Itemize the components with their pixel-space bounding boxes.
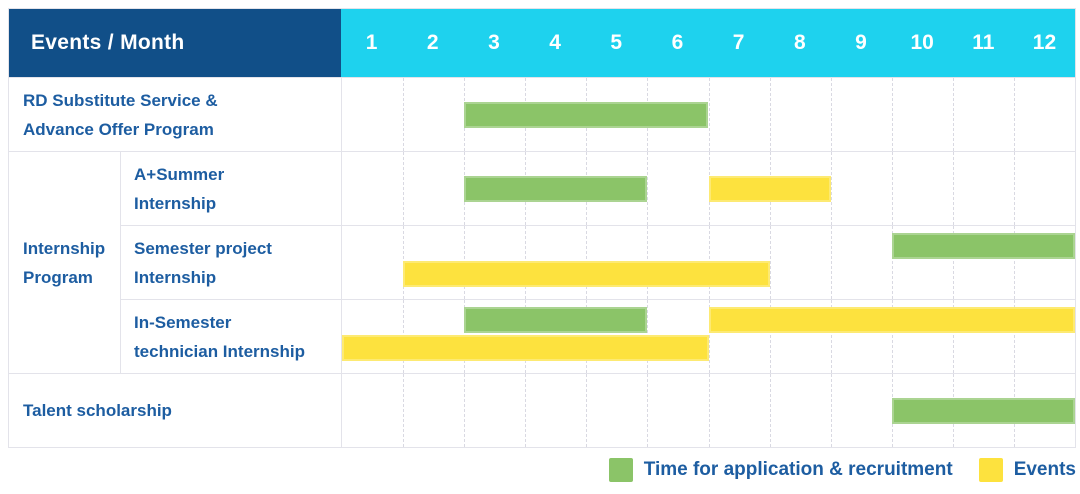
table-row: RD Substitute Service & Advance Offer Pro…: [9, 77, 1075, 151]
month-gridline: [830, 300, 832, 373]
month-gridline: [891, 300, 893, 373]
gantt-bar-green: [891, 232, 1075, 259]
row-label: In-Semester technician Internship: [121, 300, 341, 373]
month-header-6: 6: [671, 31, 684, 54]
row-label: A+Summer Internship: [121, 152, 341, 225]
month-gridline: [403, 152, 405, 225]
month-gridline: [891, 152, 893, 225]
gantt-bar-yellow: [342, 334, 709, 361]
gantt-bar-green: [464, 101, 709, 128]
legend-label: Events: [1013, 459, 1076, 480]
month-gridline: [1013, 300, 1015, 373]
legend-item-green: Time for application & recruitment: [608, 458, 953, 482]
month-header-3: 3: [488, 31, 500, 54]
month-gridline: [1013, 152, 1015, 225]
legend-label: Time for application & recruitment: [643, 459, 953, 480]
month-header-5: 5: [610, 31, 623, 54]
table-header-row: Events / Month 1 2 3 4 5 6 7 8 9 10 11 12: [9, 9, 1075, 77]
month-gridline: [769, 374, 771, 447]
month-gridline: [830, 152, 832, 225]
month-gridline: [952, 78, 954, 151]
month-gridline: [708, 300, 710, 373]
row-label-line: Advance Offer Program: [23, 119, 214, 139]
row-chart-area: [341, 78, 1075, 151]
month-gridline: [952, 226, 954, 299]
row-label-line: A+Summer: [134, 164, 225, 184]
table-body: RD Substitute Service & Advance Offer Pro…: [9, 77, 1075, 447]
month-gridline: [952, 300, 954, 373]
month-gridline: [647, 152, 649, 225]
month-header-1: 1: [365, 31, 378, 54]
month-gridline: [403, 78, 405, 151]
table-row: Semester project Internship: [121, 225, 1075, 299]
events-month-header-cell: Events / Month: [9, 9, 341, 77]
row-chart-area: [341, 152, 1075, 225]
group-row-internship-program: Internship Program A+Summer Internship Semes…: [9, 151, 1075, 373]
row-label: RD Substitute Service & Advance Offer Pro…: [9, 78, 341, 151]
row-label: Talent scholarship: [9, 374, 341, 447]
month-gridline: [1013, 226, 1015, 299]
month-gridline: [769, 226, 771, 299]
month-gridline: [830, 226, 832, 299]
month-gridline: [891, 226, 893, 299]
gantt-bar-yellow: [708, 306, 1075, 333]
legend-swatch-green: [608, 458, 633, 482]
gantt-bar-green: [464, 175, 648, 202]
month-header-2: 2: [426, 31, 439, 54]
table-row: In-Semester technician Internship: [121, 299, 1075, 373]
month-header-7: 7: [732, 31, 745, 54]
table-row: A+Summer Internship: [121, 152, 1075, 225]
row-chart-area: [341, 226, 1075, 299]
row-label-line: Internship: [134, 193, 217, 213]
month-gridline: [830, 374, 832, 447]
month-header-11: 11: [972, 31, 995, 54]
month-gridline: [952, 152, 954, 225]
gantt-bar-green: [891, 397, 1075, 424]
table-row: Talent scholarship: [9, 373, 1075, 447]
month-gridline: [891, 78, 893, 151]
gantt-bar-green: [464, 306, 648, 333]
group-subrows: A+Summer Internship Semester project Intern…: [121, 152, 1075, 373]
group-label: Internship Program: [9, 152, 121, 373]
month-gridline: [769, 300, 771, 373]
row-label-line: technician Internship: [134, 341, 305, 361]
months-header-strip: 1 2 3 4 5 6 7 8 9 10 11 12: [341, 9, 1075, 77]
gantt-bar-yellow: [708, 175, 831, 202]
month-gridline: [647, 374, 649, 447]
month-header-10: 10: [910, 31, 934, 54]
month-gridline: [525, 374, 527, 447]
row-label-line: Internship: [134, 267, 217, 287]
month-header-12: 12: [1032, 31, 1057, 54]
row-label-line: RD Substitute Service &: [23, 90, 218, 110]
month-gridline: [586, 374, 588, 447]
row-label-line: Talent scholarship: [23, 401, 172, 420]
legend-item-yellow: Events: [978, 458, 1076, 482]
row-chart-area: [341, 300, 1075, 373]
row-label-line: Semester project: [134, 238, 272, 258]
row-label-line: Internship: [23, 238, 106, 258]
month-header-9: 9: [855, 31, 867, 54]
month-gridline: [464, 374, 466, 447]
row-chart-area: [341, 374, 1075, 447]
month-header-8: 8: [793, 31, 806, 54]
legend-swatch-yellow: [978, 458, 1003, 482]
row-label-line: Program: [23, 267, 93, 287]
month-gridline: [708, 78, 710, 151]
gantt-bar-yellow: [403, 260, 770, 287]
month-header-4: 4: [549, 31, 561, 54]
row-label: Semester project Internship: [121, 226, 341, 299]
schedule-table: Events / Month 1 2 3 4 5 6 7 8 9 10 11 12 RD Substi…: [8, 8, 1076, 448]
month-gridline: [403, 374, 405, 447]
month-gridline: [830, 78, 832, 151]
row-label-line: In-Semester: [134, 312, 232, 332]
month-gridline: [1013, 78, 1015, 151]
month-gridline: [708, 374, 710, 447]
legend: Time for application & recruitment Events: [8, 458, 1076, 482]
month-gridline: [769, 78, 771, 151]
